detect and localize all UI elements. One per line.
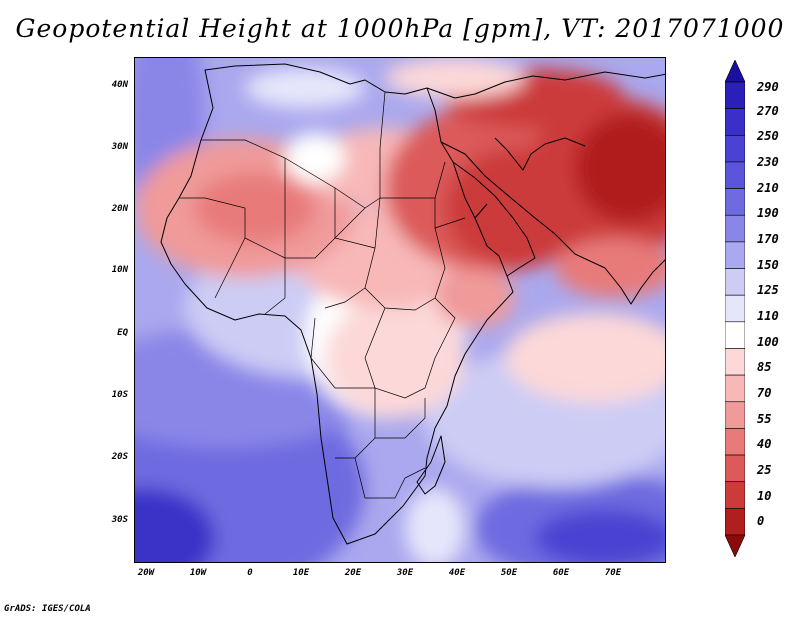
colorbar-arrow-bottom bbox=[725, 534, 745, 557]
colorbar-swatch bbox=[725, 374, 745, 403]
lon-tick: 0 bbox=[247, 568, 253, 578]
colorbar-label: 70 bbox=[757, 386, 772, 400]
colorbar-swatch bbox=[725, 241, 745, 269]
lon-tick: 30E bbox=[396, 568, 414, 578]
colorbar-swatch bbox=[725, 268, 745, 296]
colorbar-swatch bbox=[725, 401, 745, 429]
colorbar-label: 25 bbox=[757, 463, 772, 477]
colorbar-swatch bbox=[725, 454, 745, 483]
lat-tick: 10N bbox=[111, 265, 128, 275]
lon-tick: 70E bbox=[604, 568, 622, 578]
colorbar-swatch bbox=[725, 134, 745, 163]
lat-tick: 20S bbox=[111, 452, 128, 462]
colorbar-label: 290 bbox=[757, 80, 779, 94]
colorbar-arrow-top bbox=[725, 60, 745, 83]
colorbar-swatch bbox=[725, 108, 745, 136]
credit-text: GrADS: IGES/COLA bbox=[4, 604, 91, 614]
lat-tick: EQ bbox=[117, 328, 128, 338]
colorbar-label: 0 bbox=[757, 514, 765, 528]
colorbar-swatch bbox=[725, 428, 745, 456]
coastlines bbox=[160, 63, 665, 545]
lon-tick: 10W bbox=[189, 568, 207, 578]
lon-tick: 10E bbox=[292, 568, 310, 578]
colorbar-label: 150 bbox=[757, 258, 779, 272]
colorbar-label: 230 bbox=[757, 155, 779, 169]
colorbar-label: 55 bbox=[757, 412, 772, 426]
colorbar-label: 125 bbox=[757, 283, 779, 297]
colorbar-label: 110 bbox=[757, 309, 779, 323]
lat-tick: 30S bbox=[111, 515, 128, 525]
colorbar-label: 170 bbox=[757, 232, 779, 246]
colorbar-swatch bbox=[725, 508, 745, 536]
colorbar-label: 40 bbox=[757, 437, 772, 451]
colorbar-label: 10 bbox=[757, 489, 772, 503]
borders bbox=[179, 91, 466, 499]
colorbar-label: 85 bbox=[757, 360, 772, 374]
height-field bbox=[135, 58, 665, 562]
colorbar-label: 100 bbox=[757, 335, 779, 349]
lat-tick: 30N bbox=[111, 142, 128, 152]
colorbar-swatch bbox=[725, 188, 745, 216]
lon-tick: 20E bbox=[344, 568, 362, 578]
lat-tick: 10S bbox=[111, 390, 128, 400]
map-canvas bbox=[135, 58, 665, 562]
lat-tick: 20N bbox=[111, 204, 128, 214]
lon-tick: 50E bbox=[500, 568, 518, 578]
lat-tick: 40N bbox=[111, 80, 128, 90]
colorbar bbox=[725, 60, 745, 557]
colorbar-label: 210 bbox=[757, 181, 779, 195]
colorbar-swatch bbox=[725, 81, 745, 109]
colorbar-swatch bbox=[725, 481, 745, 509]
lon-tick: 60E bbox=[552, 568, 570, 578]
lon-tick: 40E bbox=[448, 568, 466, 578]
colorbar-swatch bbox=[725, 294, 745, 323]
lon-tick: 20W bbox=[137, 568, 155, 578]
colorbar-swatch bbox=[725, 214, 745, 243]
colorbar-label: 270 bbox=[757, 104, 779, 118]
map-panel bbox=[134, 57, 666, 563]
colorbar-label: 250 bbox=[757, 129, 779, 143]
colorbar-swatch bbox=[725, 161, 745, 189]
chart-title: Geopotential Height at 1000hPa [gpm], VT… bbox=[15, 14, 785, 43]
colorbar-swatch bbox=[725, 348, 745, 376]
colorbar-label: 190 bbox=[757, 206, 779, 220]
colorbar-swatch bbox=[725, 321, 745, 349]
